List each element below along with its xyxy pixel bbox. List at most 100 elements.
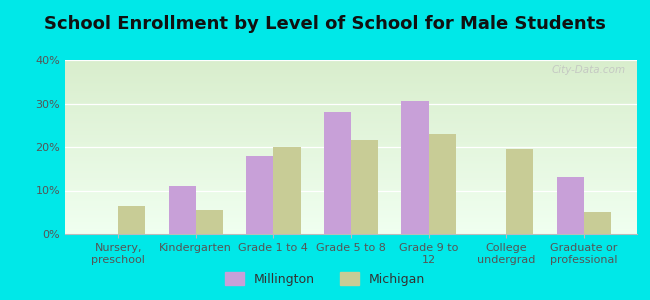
Bar xyxy=(65,161,637,163)
Bar xyxy=(584,212,611,234)
Bar xyxy=(65,110,637,112)
Bar xyxy=(428,134,456,234)
Bar xyxy=(65,116,637,117)
Bar xyxy=(65,60,637,62)
Bar xyxy=(65,208,637,210)
Bar xyxy=(65,143,637,145)
Bar xyxy=(65,227,637,229)
Bar xyxy=(65,156,637,158)
Bar xyxy=(65,154,637,156)
Bar xyxy=(65,229,637,230)
Bar xyxy=(246,156,274,234)
Bar xyxy=(65,199,637,201)
Bar xyxy=(65,130,637,131)
Text: City-Data.com: City-Data.com xyxy=(551,65,625,75)
Bar xyxy=(65,210,637,212)
Bar xyxy=(65,203,637,204)
Bar xyxy=(65,217,637,218)
Bar xyxy=(65,201,637,203)
Bar xyxy=(65,126,637,128)
Bar xyxy=(65,91,637,93)
Bar xyxy=(351,140,378,234)
Bar xyxy=(65,142,637,143)
Bar xyxy=(65,86,637,88)
Bar xyxy=(65,177,637,178)
Bar xyxy=(65,97,637,98)
Bar xyxy=(65,187,637,189)
Bar xyxy=(65,213,637,215)
Bar xyxy=(65,76,637,77)
Bar xyxy=(65,107,637,109)
Bar xyxy=(65,175,637,177)
Bar xyxy=(65,178,637,180)
Bar xyxy=(65,164,637,166)
Bar xyxy=(65,182,637,184)
Bar xyxy=(65,190,637,192)
Bar xyxy=(65,98,637,100)
Bar xyxy=(65,220,637,222)
Bar xyxy=(65,93,637,95)
Bar xyxy=(65,84,637,86)
Text: School Enrollment by Level of School for Male Students: School Enrollment by Level of School for… xyxy=(44,15,606,33)
Bar xyxy=(65,140,637,142)
Bar xyxy=(168,186,196,234)
Bar xyxy=(65,168,637,170)
Bar xyxy=(65,121,637,123)
Bar xyxy=(65,197,637,199)
Bar xyxy=(65,65,637,67)
Bar xyxy=(65,192,637,194)
Bar xyxy=(65,169,637,171)
Bar xyxy=(65,112,637,114)
Bar xyxy=(65,70,637,72)
Bar xyxy=(65,212,637,213)
Bar xyxy=(65,131,637,133)
Bar xyxy=(65,81,637,82)
Bar xyxy=(65,128,637,130)
Bar xyxy=(65,72,637,74)
Bar xyxy=(65,67,637,69)
Bar xyxy=(324,112,351,234)
Bar xyxy=(65,114,637,116)
Bar xyxy=(65,64,637,65)
Bar xyxy=(65,180,637,182)
Bar xyxy=(65,123,637,124)
Bar xyxy=(196,210,223,234)
Bar xyxy=(65,196,637,197)
Bar xyxy=(65,194,637,196)
Bar xyxy=(118,206,146,234)
Bar xyxy=(65,173,637,175)
Bar xyxy=(65,109,637,110)
Bar xyxy=(65,224,637,225)
Bar xyxy=(65,206,637,208)
Bar xyxy=(65,133,637,135)
Bar xyxy=(65,145,637,147)
Bar xyxy=(65,100,637,102)
Bar xyxy=(65,215,637,217)
Bar xyxy=(65,103,637,105)
Bar xyxy=(65,158,637,159)
Bar xyxy=(65,204,637,206)
Bar xyxy=(65,82,637,84)
Bar xyxy=(506,149,534,234)
Bar xyxy=(65,184,637,185)
Bar xyxy=(65,232,637,234)
Bar xyxy=(65,77,637,79)
Bar xyxy=(402,101,428,234)
Bar xyxy=(65,74,637,76)
Bar xyxy=(65,152,637,154)
Bar xyxy=(65,151,637,152)
Bar xyxy=(65,171,637,173)
Bar xyxy=(65,166,637,168)
Bar xyxy=(65,138,637,140)
Bar xyxy=(65,147,637,149)
Bar xyxy=(65,225,637,227)
Bar xyxy=(274,147,300,234)
Bar xyxy=(65,159,637,161)
Bar xyxy=(65,218,637,220)
Bar xyxy=(65,136,637,138)
Bar xyxy=(65,135,637,137)
Bar xyxy=(65,102,637,103)
Bar xyxy=(65,105,637,107)
Bar xyxy=(65,189,637,190)
Bar xyxy=(65,90,637,91)
